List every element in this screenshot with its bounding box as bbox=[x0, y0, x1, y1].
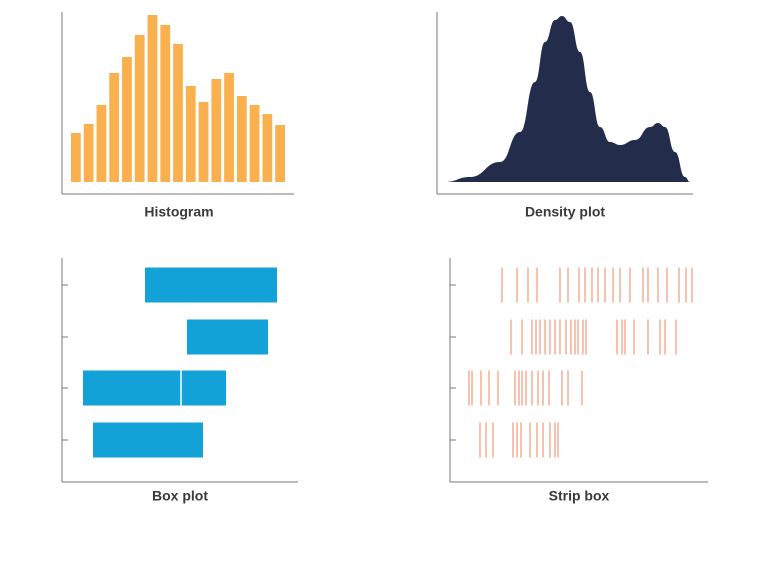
bar bbox=[173, 44, 183, 182]
bar bbox=[211, 79, 222, 182]
chart-title: Strip box bbox=[549, 488, 610, 504]
bar bbox=[224, 73, 234, 182]
bar bbox=[262, 114, 273, 182]
bar bbox=[236, 96, 247, 182]
box bbox=[83, 370, 226, 406]
bar bbox=[147, 15, 158, 182]
bar bbox=[185, 86, 196, 182]
bar bbox=[275, 125, 285, 182]
bar bbox=[134, 35, 145, 182]
bar bbox=[83, 124, 94, 182]
chart-title: Histogram bbox=[144, 204, 213, 220]
box bbox=[187, 319, 268, 355]
bar bbox=[71, 133, 81, 182]
bar bbox=[96, 105, 107, 182]
bar bbox=[249, 105, 260, 182]
bar bbox=[122, 57, 132, 182]
bar bbox=[198, 102, 209, 182]
density-area bbox=[445, 16, 690, 182]
chart-title: Density plot bbox=[525, 204, 605, 220]
box bbox=[93, 422, 203, 458]
chart-title: Box plot bbox=[152, 488, 208, 504]
box bbox=[145, 267, 277, 303]
axes bbox=[61, 12, 708, 483]
bar bbox=[109, 73, 120, 182]
bar bbox=[160, 25, 171, 182]
